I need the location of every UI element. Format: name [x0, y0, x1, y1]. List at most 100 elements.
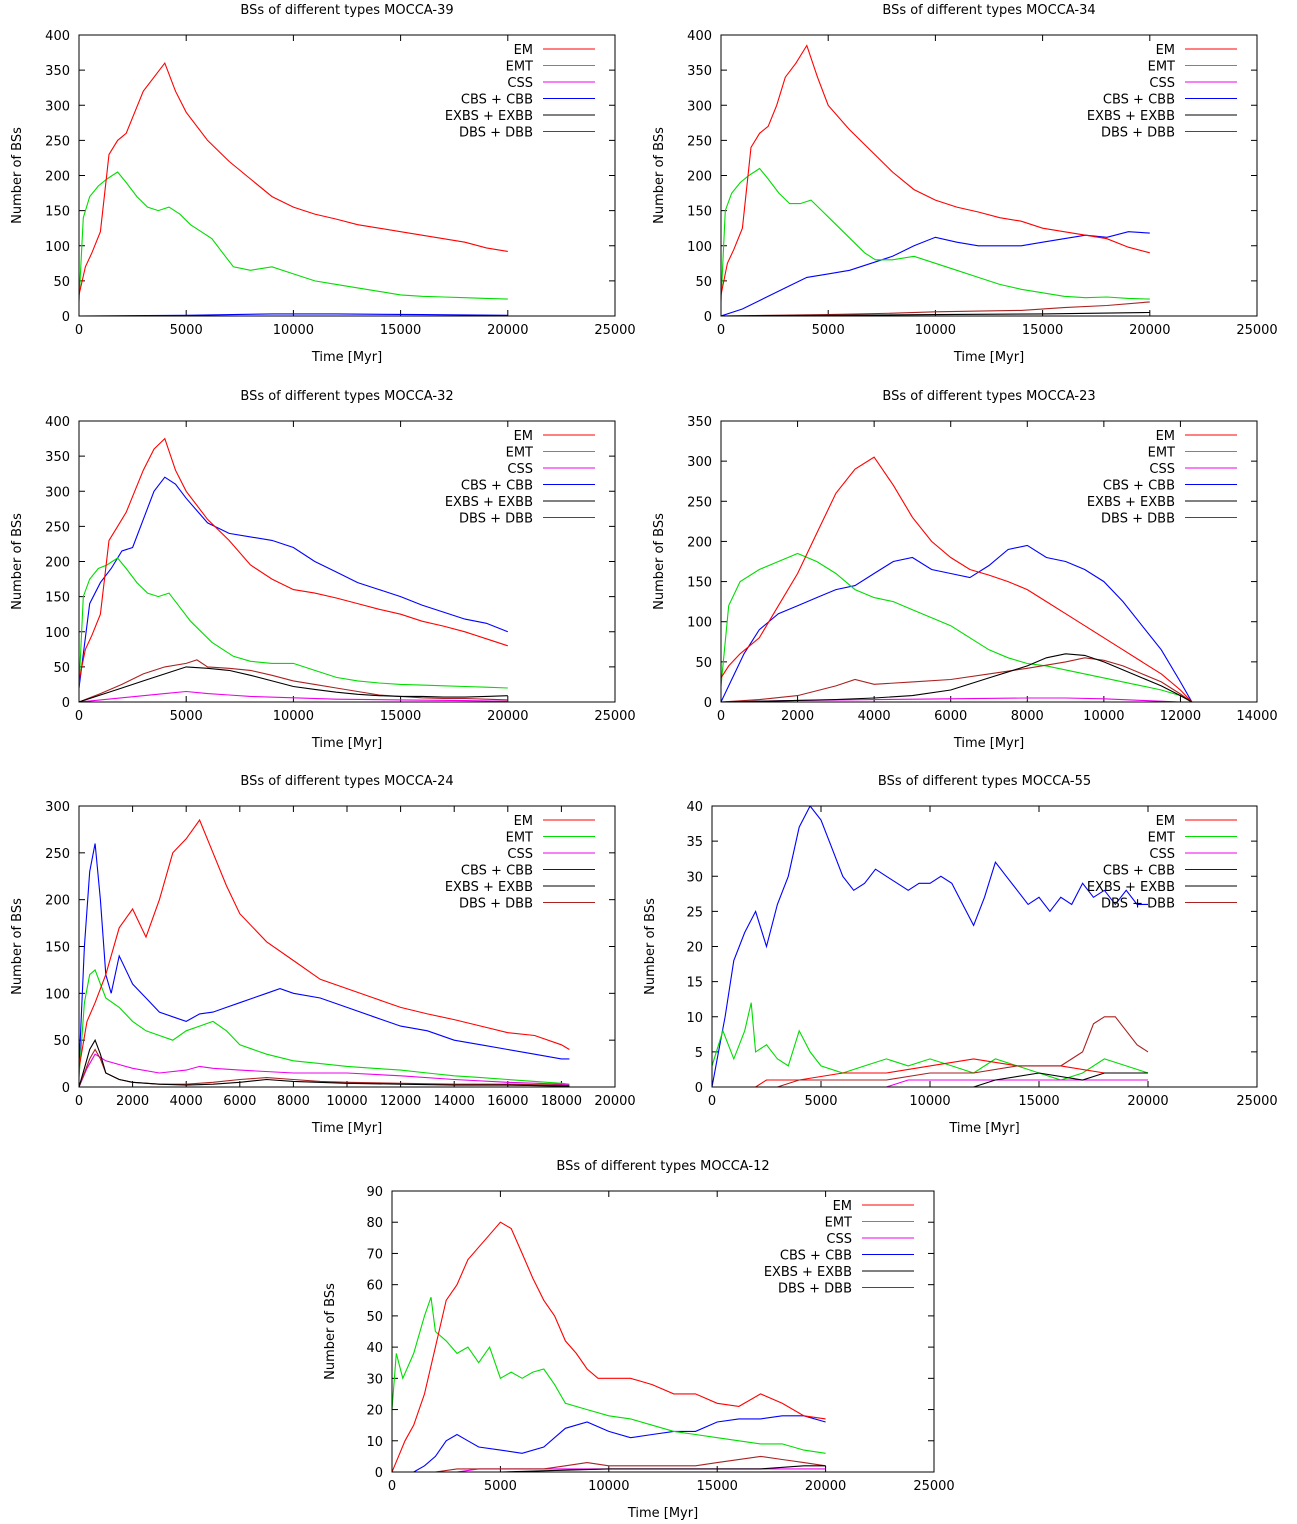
- y-tick-label: 10: [366, 1435, 383, 1450]
- x-tick-label: 10000: [273, 709, 314, 724]
- y-tick-label: 400: [687, 29, 712, 44]
- y-tick-label: 15: [686, 976, 703, 991]
- x-tick-label: 10000: [909, 1094, 950, 1109]
- x-tick-label: 14000: [434, 1094, 475, 1109]
- x-tick-label: 12000: [380, 1094, 421, 1109]
- series-line-em: [79, 818, 570, 1069]
- legend-label: EXBS + EXBB: [1087, 109, 1175, 124]
- chart-panel-2: BSs of different types MOCCA-320 5000 1000…: [10, 389, 636, 751]
- legend-label: CSS: [507, 847, 533, 862]
- y-tick-label: 400: [45, 29, 70, 44]
- y-tick-label: 0: [62, 696, 70, 711]
- y-tick-label: 350: [45, 450, 70, 465]
- legend-label: EMT: [506, 446, 533, 461]
- y-tick-label: 100: [687, 240, 712, 255]
- y-tick-label: 350: [687, 64, 712, 79]
- x-tick-label: 2000: [781, 709, 814, 724]
- y-axis-label: Number of BSs: [323, 1283, 338, 1380]
- y-axis-label: Number of BSs: [643, 898, 658, 995]
- y-tick-label: 400: [45, 415, 70, 430]
- chart-title: BSs of different types MOCCA-23: [882, 389, 1095, 404]
- x-tick-label: 10000: [1083, 709, 1124, 724]
- legend-label: DBS + DBB: [459, 126, 533, 141]
- x-tick-label: 18000: [541, 1094, 582, 1109]
- x-tick-label: 4000: [170, 1094, 203, 1109]
- y-axis-label: Number of BSs: [10, 898, 25, 995]
- x-tick-label: 0: [717, 323, 725, 338]
- legend-label: EXBS + EXBB: [445, 880, 533, 895]
- x-tick-label: 15000: [1018, 1094, 1059, 1109]
- y-tick-label: 25: [686, 905, 703, 920]
- series-line-em: [721, 456, 1193, 702]
- y-tick-label: 40: [686, 800, 703, 815]
- chart-panel-4: BSs of different types MOCCA-240 2000 4000…: [10, 774, 636, 1136]
- legend-label: DBS + DBB: [1101, 512, 1175, 527]
- legend-label: EMT: [825, 1216, 852, 1231]
- series-line-cbs-cbb: [721, 544, 1193, 702]
- y-tick-label: 40: [366, 1341, 383, 1356]
- series-line-exbs-exbb: [79, 666, 508, 702]
- x-tick-label: 15000: [380, 709, 421, 724]
- y-tick-label: 30: [366, 1372, 383, 1387]
- y-tick-label: 50: [366, 1310, 383, 1325]
- chart-title: BSs of different types MOCCA-34: [882, 3, 1095, 18]
- y-tick-label: 150: [687, 205, 712, 220]
- series-line-cbs-cbb: [721, 231, 1150, 316]
- legend-label: CBS + CBB: [461, 479, 533, 494]
- y-tick-label: 100: [45, 987, 70, 1002]
- chart-title: BSs of different types MOCCA-39: [240, 3, 453, 18]
- x-tick-label: 0: [388, 1479, 396, 1494]
- series-line-dbs-dbb: [392, 1455, 826, 1472]
- y-tick-label: 20: [686, 941, 703, 956]
- x-tick-label: 0: [708, 1094, 716, 1109]
- x-axis-label: Time [Myr]: [311, 350, 382, 365]
- y-tick-label: 200: [687, 170, 712, 185]
- x-tick-label: 10000: [273, 323, 314, 338]
- x-tick-label: 10000: [588, 1479, 629, 1494]
- legend-label: DBS + DBB: [1101, 126, 1175, 141]
- y-axis-label: Number of BSs: [652, 127, 667, 224]
- legend-label: DBS + DBB: [459, 512, 533, 527]
- x-tick-label: 25000: [1236, 323, 1277, 338]
- series-line-dbs-dbb: [79, 659, 508, 702]
- y-tick-label: 0: [62, 310, 70, 325]
- y-tick-label: 100: [45, 240, 70, 255]
- series-line-em: [392, 1221, 826, 1472]
- series-line-cbs-cbb: [79, 313, 508, 316]
- legend-label: EMT: [506, 831, 533, 846]
- y-axis-label: Number of BSs: [10, 513, 25, 610]
- x-tick-label: 20000: [594, 1094, 635, 1109]
- y-tick-label: 30: [686, 870, 703, 885]
- y-tick-label: 200: [687, 535, 712, 550]
- plot-frame: [720, 34, 1258, 317]
- legend-label: DBS + DBB: [778, 1282, 852, 1297]
- chart-title: BSs of different types MOCCA-55: [878, 774, 1091, 789]
- series-line-em: [79, 61, 508, 296]
- y-tick-label: 300: [687, 99, 712, 114]
- x-tick-label: 8000: [277, 1094, 310, 1109]
- series-line-css: [79, 690, 508, 702]
- y-tick-label: 0: [695, 1081, 703, 1096]
- chart-panel-1: BSs of different types MOCCA-340 5000 1000…: [652, 3, 1278, 365]
- x-tick-label: 20000: [1127, 1094, 1168, 1109]
- legend-label: EMT: [1148, 60, 1175, 75]
- legend-label: EM: [514, 429, 533, 444]
- x-axis-label: Time [Myr]: [311, 1121, 382, 1136]
- series-line-dbs-dbb: [712, 1016, 1149, 1087]
- y-tick-label: 250: [45, 847, 70, 862]
- series-line-emt: [79, 968, 570, 1085]
- x-tick-label: 2000: [116, 1094, 149, 1109]
- y-tick-label: 150: [45, 941, 70, 956]
- y-tick-label: 90: [366, 1185, 383, 1200]
- legend-label: EM: [833, 1199, 852, 1214]
- chart-panel-0: BSs of different types MOCCA-390 5000 1000…: [10, 3, 636, 365]
- x-tick-label: 15000: [697, 1479, 738, 1494]
- y-tick-label: 20: [366, 1404, 383, 1419]
- series-line-exbs-exbb: [392, 1465, 826, 1472]
- legend-label: EMT: [1148, 831, 1175, 846]
- legend-label: EM: [1156, 43, 1175, 58]
- y-tick-label: 100: [45, 626, 70, 641]
- y-tick-label: 50: [53, 661, 70, 676]
- plot-frame: [78, 805, 616, 1088]
- x-tick-label: 16000: [487, 1094, 528, 1109]
